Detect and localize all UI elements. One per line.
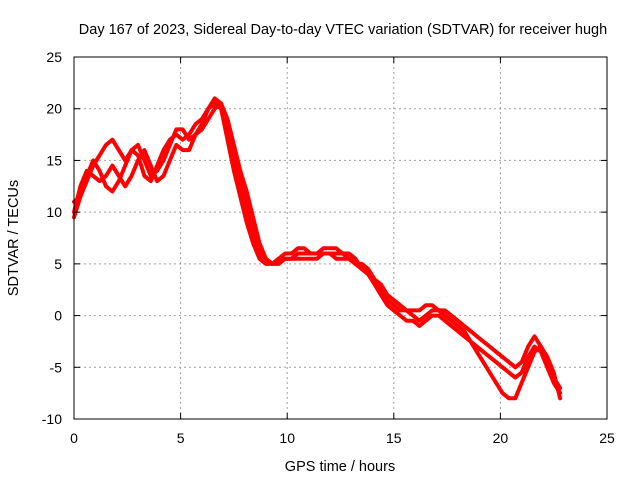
series-group [72, 96, 563, 401]
x-tick-label: 10 [279, 430, 295, 446]
series-line-trace-b [72, 101, 563, 396]
series-line-trace-c [72, 96, 563, 401]
plot-frame [73, 56, 608, 420]
y-tick-label: 5 [54, 256, 62, 272]
x-tick-label: 5 [177, 430, 185, 446]
x-tick-label: 0 [70, 430, 78, 446]
x-axis-label: GPS time / hours [285, 459, 395, 475]
y-tick-label: 0 [54, 308, 62, 324]
y-tick-label: 20 [46, 101, 62, 117]
y-tick-labels: -10 -5 0 5 10 15 20 25 [42, 49, 62, 427]
y-tick-label: 25 [46, 49, 62, 65]
x-tick-label: 25 [599, 430, 615, 446]
x-tick-label: 20 [493, 430, 509, 446]
y-tick-label: -10 [42, 411, 62, 427]
y-tick-label: 15 [46, 152, 62, 168]
y-tick-label: 10 [46, 204, 62, 220]
y-tick-label: -5 [50, 359, 63, 375]
x-tick-label: 15 [386, 430, 402, 446]
tick-marks [73, 56, 608, 420]
grid [74, 57, 607, 419]
x-tick-labels: 0 5 10 15 20 25 [70, 430, 615, 446]
y-axis-label: SDTVAR / TECUs [6, 180, 22, 296]
chart-title: Day 167 of 2023, Sidereal Day-to-day VTE… [79, 22, 607, 38]
